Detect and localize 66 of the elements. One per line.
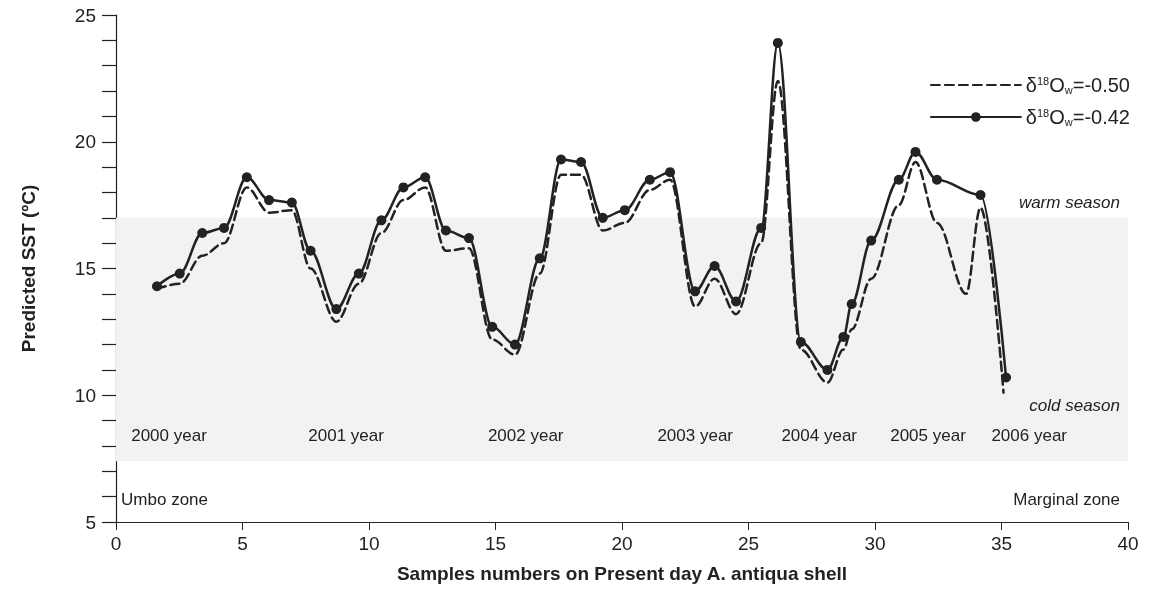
y-tick-label: 25 [74, 4, 96, 26]
point [772, 37, 783, 48]
y-axis-title: Predicted SST (ºC) [18, 184, 39, 353]
y-tick-label: 5 [85, 511, 96, 533]
x-axis-title: Samples numbers on Present day A. antiqua shell [396, 563, 848, 584]
point [152, 281, 162, 292]
annotation: 2000 year [131, 426, 208, 446]
point [731, 296, 742, 307]
annotation: 2005 year [890, 426, 967, 446]
point [866, 235, 877, 246]
point [420, 172, 431, 183]
x-tick-label: 20 [611, 533, 633, 554]
point [910, 146, 921, 157]
point [241, 172, 252, 183]
x-tick-label: 15 [484, 533, 507, 554]
y-tick-label: 10 [74, 384, 96, 406]
point [1001, 372, 1012, 383]
point [822, 364, 833, 375]
point [665, 167, 676, 178]
point [690, 286, 701, 297]
point [975, 189, 986, 200]
point [597, 212, 608, 223]
annotation: cold season [1029, 395, 1120, 415]
point [264, 195, 275, 206]
point [644, 174, 655, 185]
point [509, 339, 520, 350]
point [576, 157, 587, 168]
point [534, 253, 545, 264]
annotation: 2003 year [657, 426, 734, 446]
annotation: 2002 year [487, 426, 564, 446]
point [331, 304, 342, 315]
point [619, 205, 630, 216]
point [286, 197, 297, 208]
point [174, 268, 185, 279]
x-tick-label: 35 [990, 533, 1013, 554]
y-tick-label: 15 [74, 258, 96, 279]
x-tick-label: 5 [237, 533, 248, 554]
annotation: 2006 year [991, 426, 1068, 446]
x-tick-label: 10 [358, 533, 380, 554]
point [353, 268, 364, 279]
point [556, 154, 567, 165]
annotation: warm season [1018, 193, 1120, 213]
point [219, 222, 230, 233]
point [440, 225, 451, 236]
annotation: Umbo zone [121, 489, 208, 509]
point [487, 321, 498, 332]
point [893, 174, 904, 185]
y-tick-label: 20 [74, 131, 96, 153]
point [463, 233, 474, 244]
x-tick-label: 25 [737, 533, 760, 554]
x-tick-label: 0 [110, 533, 122, 554]
point [838, 331, 849, 342]
point [376, 215, 387, 226]
x-tick-label: 30 [864, 533, 886, 554]
annotation: 2001 year [308, 426, 385, 446]
point [795, 337, 806, 348]
point [197, 228, 208, 239]
point [932, 174, 942, 185]
annotation: Marginal zone [1013, 489, 1120, 509]
point [398, 182, 409, 193]
point [846, 298, 857, 309]
point [305, 245, 316, 256]
annotation: 2004 year [781, 426, 858, 446]
x-tick-label: 40 [1117, 533, 1139, 554]
point [756, 222, 767, 233]
point [709, 260, 720, 271]
